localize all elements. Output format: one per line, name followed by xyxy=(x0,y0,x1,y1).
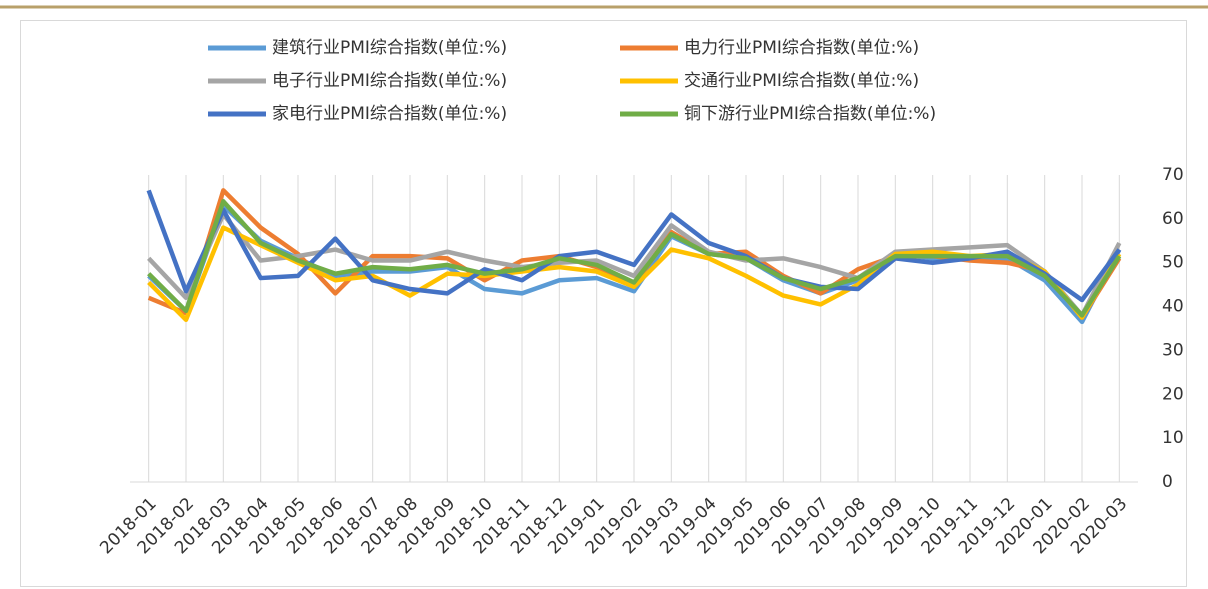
legend-label: 电子行业PMI综合指数(单位:%) xyxy=(272,71,507,91)
y-tick-label: 50 xyxy=(1162,253,1184,273)
legend-label: 铜下游行业PMI综合指数(单位:%) xyxy=(684,104,936,124)
legend-label: 建筑行业PMI综合指数(单位:%) xyxy=(272,38,507,58)
y-tick-label: 30 xyxy=(1162,340,1184,360)
chart-frame xyxy=(20,20,1187,587)
y-tick-label: 0 xyxy=(1162,472,1173,492)
series-line xyxy=(147,199,1122,318)
legend-label: 电力行业PMI综合指数(单位:%) xyxy=(684,38,919,58)
legend-label: 家电行业PMI综合指数(单位:%) xyxy=(272,104,507,124)
series-line xyxy=(147,212,1122,318)
y-tick-label: 20 xyxy=(1162,384,1184,404)
legend-label: 交通行业PMI综合指数(单位:%) xyxy=(684,71,919,91)
y-tick-label: 10 xyxy=(1162,428,1184,448)
y-tick-label: 40 xyxy=(1162,297,1184,317)
y-tick-label: 70 xyxy=(1162,165,1184,185)
y-tick-label: 60 xyxy=(1162,209,1184,229)
